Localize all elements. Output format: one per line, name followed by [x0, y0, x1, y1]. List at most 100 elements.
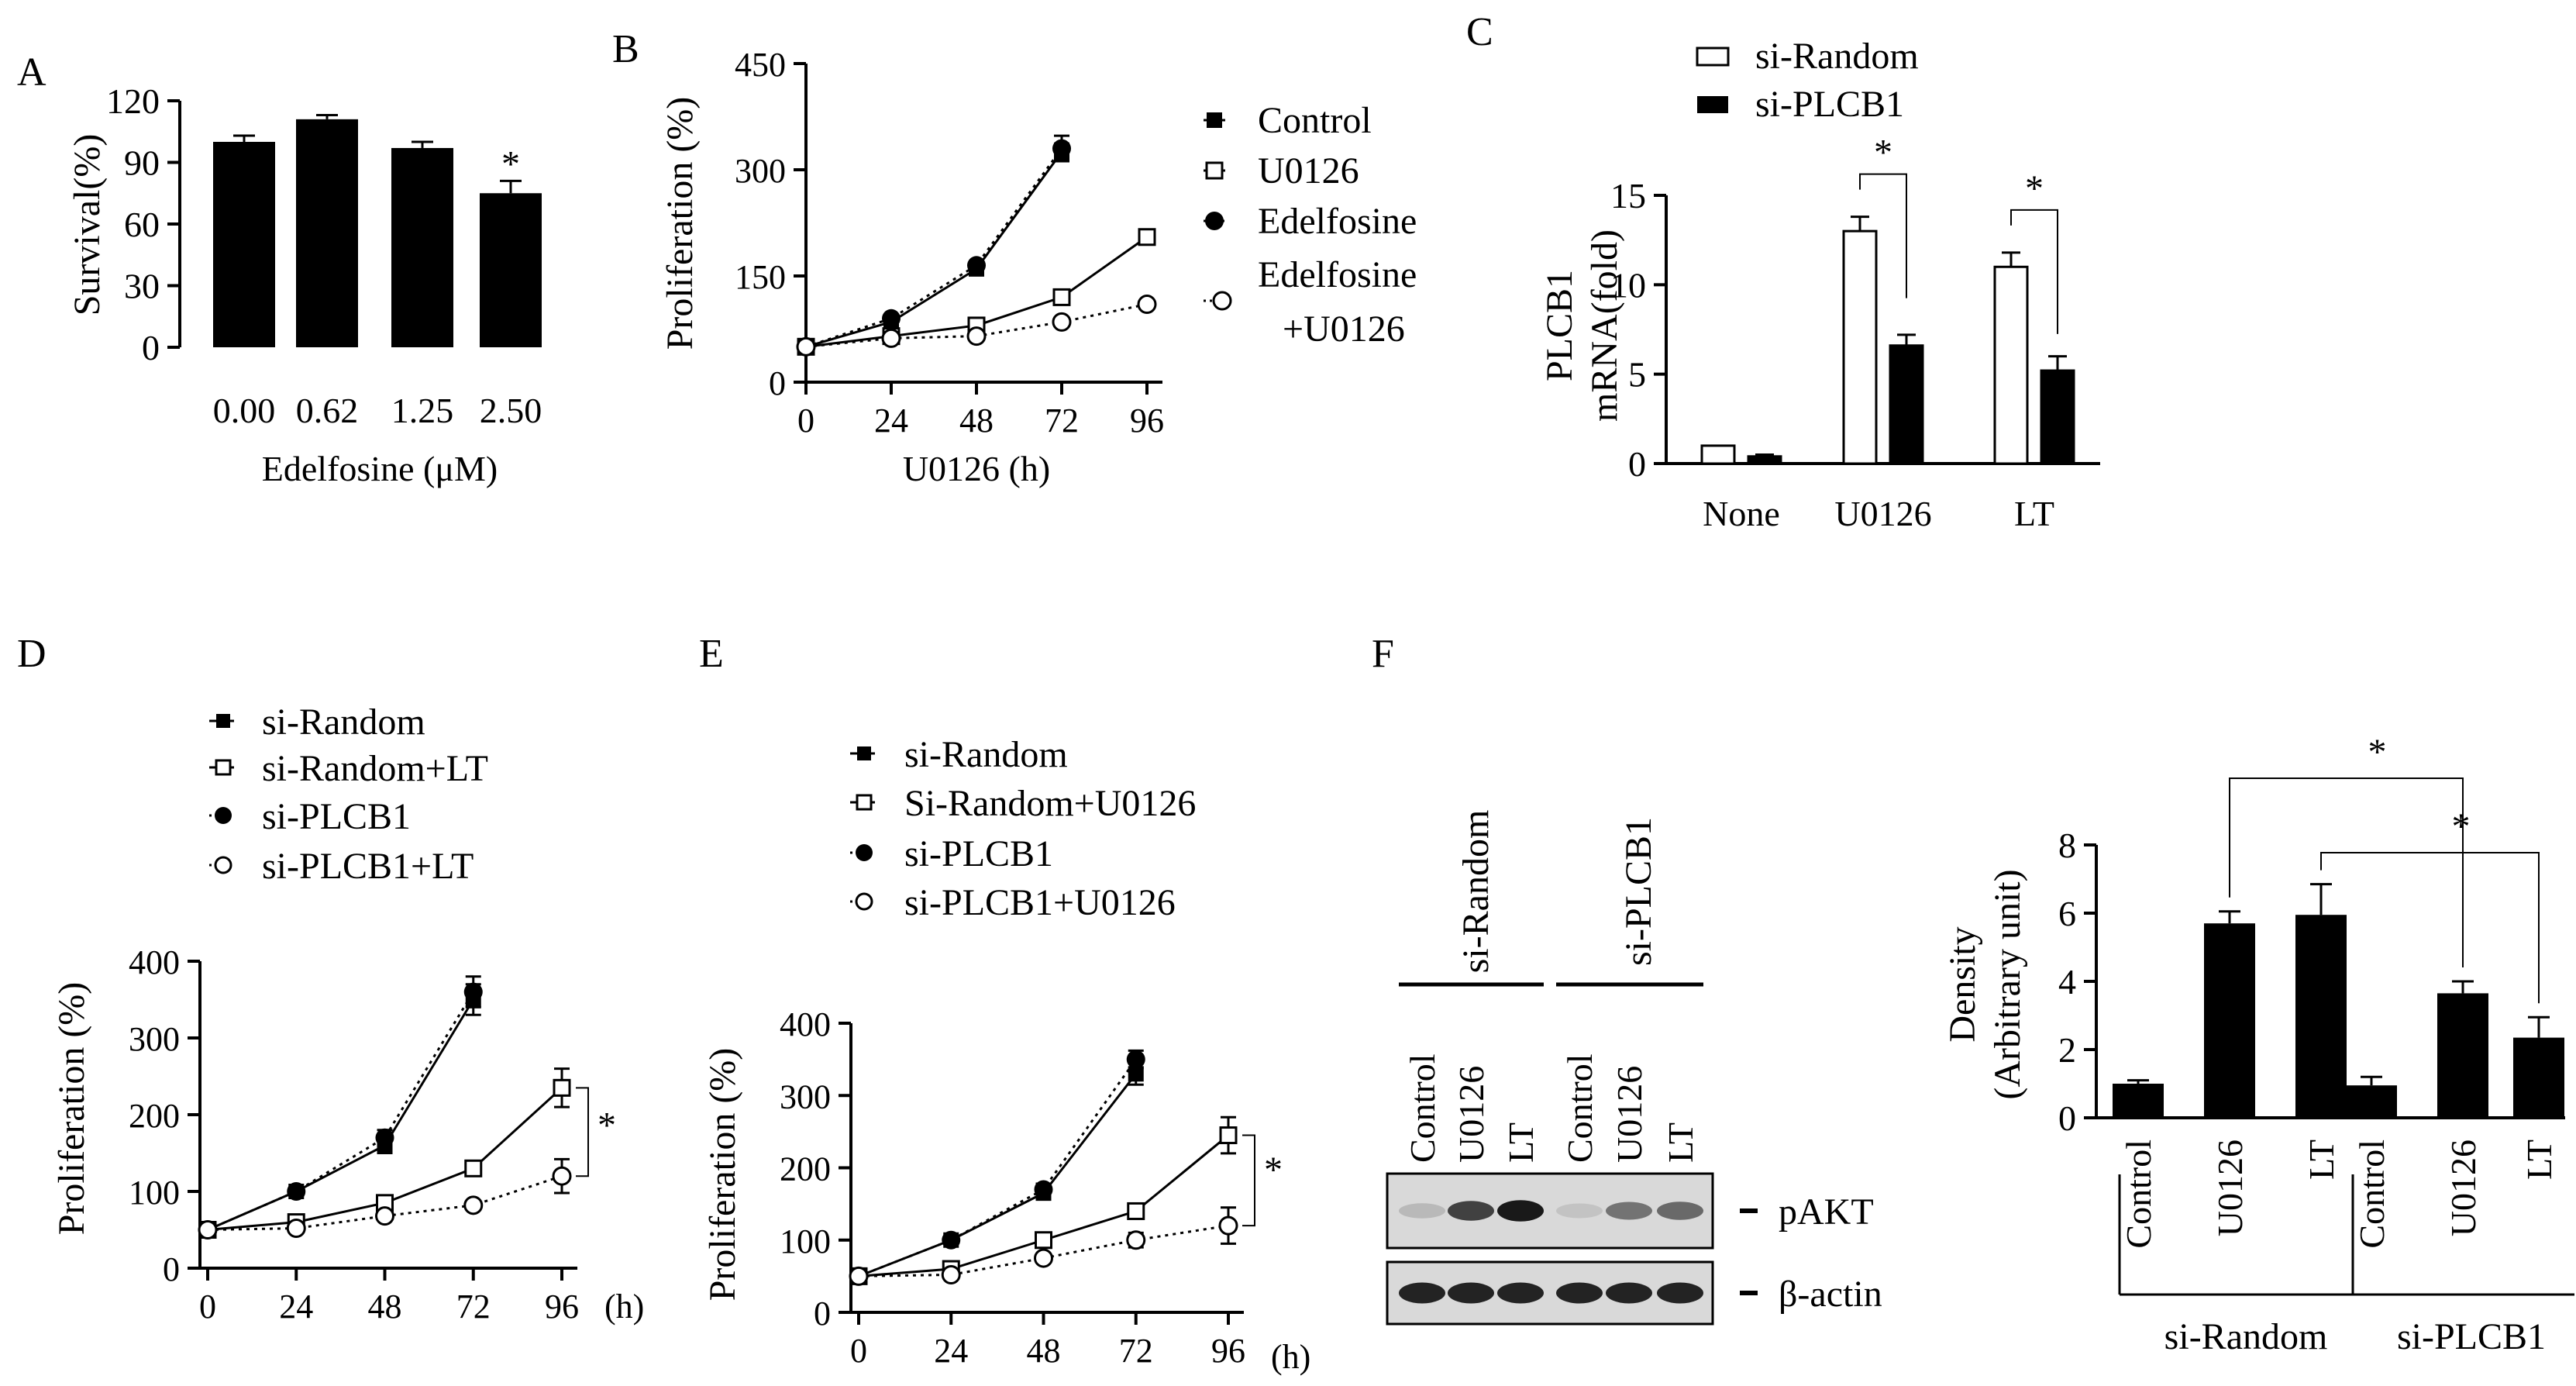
- panel-b-data-point: [1138, 228, 1156, 247]
- panel-b-legend-marker: [1205, 212, 1224, 230]
- panel-a-x-label: Edelfosine (μM): [262, 449, 498, 488]
- panel-e-legend-marker: [857, 746, 871, 760]
- panel-e-x-tick-label: 48: [1027, 1332, 1061, 1370]
- panel-d-data-point: [198, 1220, 218, 1239]
- panel-d-data-point: [287, 1182, 306, 1201]
- panel-e-data-point: [942, 1230, 961, 1250]
- panel-d-y-tick-label: 300: [129, 1020, 180, 1058]
- panel-b-data-point: [966, 326, 987, 346]
- panel-d-data-point: [286, 1219, 306, 1239]
- panel-label-b: B: [612, 27, 639, 71]
- panel-label-a: A: [17, 50, 46, 95]
- blot-lane-label: Control: [1560, 1053, 1600, 1163]
- panel-a-x-tick-label: 1.25: [391, 391, 454, 430]
- panel-b-series-line: [805, 151, 1063, 348]
- panel-e-x-tick-label: 96: [1211, 1332, 1245, 1370]
- panel-d-y-tick-label: 100: [129, 1174, 180, 1212]
- panel-d-legend-label: si-Random: [262, 702, 425, 743]
- panel-d-legend-label: si-PLCB1+LT: [262, 846, 474, 887]
- panel-b-data-point: [1052, 288, 1071, 306]
- panel-b-legend-label: +U0126: [1283, 309, 1405, 350]
- panel-d-data-point: [463, 1195, 484, 1215]
- panel-e-legend-marker: [856, 794, 873, 811]
- panel-f-significance-bracket: [2320, 852, 2540, 1004]
- panel-e-y-tick-label: 400: [780, 1005, 831, 1043]
- panel-e-data-point: [1219, 1126, 1238, 1145]
- blot-lane-label: U0126: [1452, 1066, 1491, 1163]
- panel-e-data-point: [941, 1265, 961, 1285]
- panel-e-x-tick-label: 24: [934, 1332, 968, 1370]
- panel-d-data-point: [553, 1078, 571, 1097]
- panel-a-significance-star: *: [501, 143, 520, 184]
- blot-group-label: si-Random: [1455, 810, 1496, 974]
- panel-c-x-tick-label: LT: [2014, 494, 2054, 533]
- panel-f-bar: [2346, 1085, 2397, 1118]
- panel-a-x-tick-label: 2.50: [480, 391, 542, 430]
- panel-d-data-point: [375, 1128, 394, 1147]
- panel-c-significance-star: *: [2025, 168, 2044, 209]
- panel-d-x-tick-label: 0: [199, 1288, 216, 1326]
- panel-c-y-tick-label: 0: [1628, 444, 1646, 484]
- panel-e-legend-label: Si-Random+U0126: [904, 783, 1196, 824]
- panel-a-bar: [213, 142, 275, 347]
- panel-d-significance-star: *: [598, 1105, 616, 1146]
- panel-f-bar: [2204, 923, 2255, 1118]
- panel-b-data-point: [1052, 139, 1071, 158]
- panel-f-bar: [2513, 1037, 2564, 1118]
- panel-e-significance-star: *: [1264, 1150, 1283, 1191]
- panel-f-bar: [2113, 1084, 2164, 1118]
- panel-b-x-tick-label: 48: [959, 402, 994, 440]
- panel-e-data-point: [1127, 1202, 1145, 1220]
- panel-d-data-point: [552, 1166, 572, 1186]
- panel-e-y-tick-label: 0: [814, 1295, 831, 1333]
- panel-b-legend-label: Control: [1258, 100, 1372, 141]
- panel-d-significance-bracket: [576, 1087, 589, 1177]
- panel-d-legend-label: si-PLCB1: [262, 796, 411, 837]
- blot-row-label: β-actin: [1779, 1274, 1882, 1315]
- panel-d-x-tick-label: 48: [368, 1288, 402, 1326]
- panel-a-y-tick-label: 90: [124, 143, 160, 183]
- panel-label-d: D: [17, 632, 46, 676]
- panel-d-data-point: [463, 982, 483, 1002]
- blot-band: [1399, 1203, 1445, 1219]
- panel-e-y-label: Proliferation (%): [702, 1048, 743, 1302]
- panel-b-data-point: [796, 336, 816, 357]
- blot-band: [1497, 1200, 1544, 1222]
- panel-f-group-label: si-PLCB1: [2397, 1316, 2546, 1357]
- panel-b-legend-marker: [1205, 161, 1224, 180]
- panel-e-data-point: [1035, 1231, 1052, 1250]
- panel-b-proliferation-chart: 0 150 300 450 0 24 48 72 96 Proliferation (%) U012…: [659, 46, 1417, 488]
- panel-b-legend-marker: [1207, 112, 1222, 128]
- panel-d-legend-marker: [216, 714, 230, 728]
- panel-a-survival-chart: 0 30 60 90 120 0.00 0.62 1.25 * 2.50 Edelfosine (μ…: [67, 81, 542, 488]
- panel-a-bar: [480, 193, 542, 347]
- panel-d-proliferation-chart: 0 100 200 300 400 0 24 48 72 96 Proliferation (%) (…: [51, 702, 644, 1326]
- blot-band: [1448, 1282, 1494, 1304]
- panel-b-y-tick-label: 450: [735, 46, 786, 84]
- panel-a-x-tick-label: 0.00: [213, 391, 276, 430]
- panel-a-y-tick-label: 0: [142, 328, 160, 367]
- panel-b-x-tick-label: 96: [1130, 402, 1164, 440]
- panel-d-legend-label: si-Random+LT: [262, 748, 488, 789]
- panel-b-legend-label: Edelfosine: [1258, 254, 1417, 295]
- panel-a-y-tick-label: 30: [124, 267, 160, 306]
- panel-f-bar: [2295, 915, 2347, 1118]
- panel-a-y-tick-label: 60: [124, 205, 160, 244]
- panel-b-y-label: Proliferation (%): [659, 97, 701, 350]
- panel-f-significance-star: *: [2452, 806, 2471, 847]
- blot-band: [1606, 1202, 1652, 1220]
- panel-c-bar: [1993, 265, 2029, 465]
- panel-e-data-point: [849, 1266, 869, 1286]
- panel-c-bar: [2040, 369, 2075, 465]
- panel-f-x-tick-label: U0126: [2210, 1139, 2250, 1236]
- panel-d-legend-marker: [214, 856, 232, 874]
- panel-a-y-tick-label: 120: [106, 81, 160, 121]
- panel-e-proliferation-chart: 0 100 200 300 400 0 24 48 72 96 Proliferation (%) (…: [702, 734, 1310, 1376]
- panel-f-bar: [2437, 993, 2488, 1118]
- panel-e-data-point: [1034, 1248, 1053, 1268]
- panel-e-significance-bracket: [1242, 1134, 1255, 1227]
- panel-c-y-tick-label: 10: [1610, 265, 1646, 305]
- panel-b-y-tick-label: 150: [735, 258, 786, 296]
- panel-d-series-line: [207, 991, 475, 1231]
